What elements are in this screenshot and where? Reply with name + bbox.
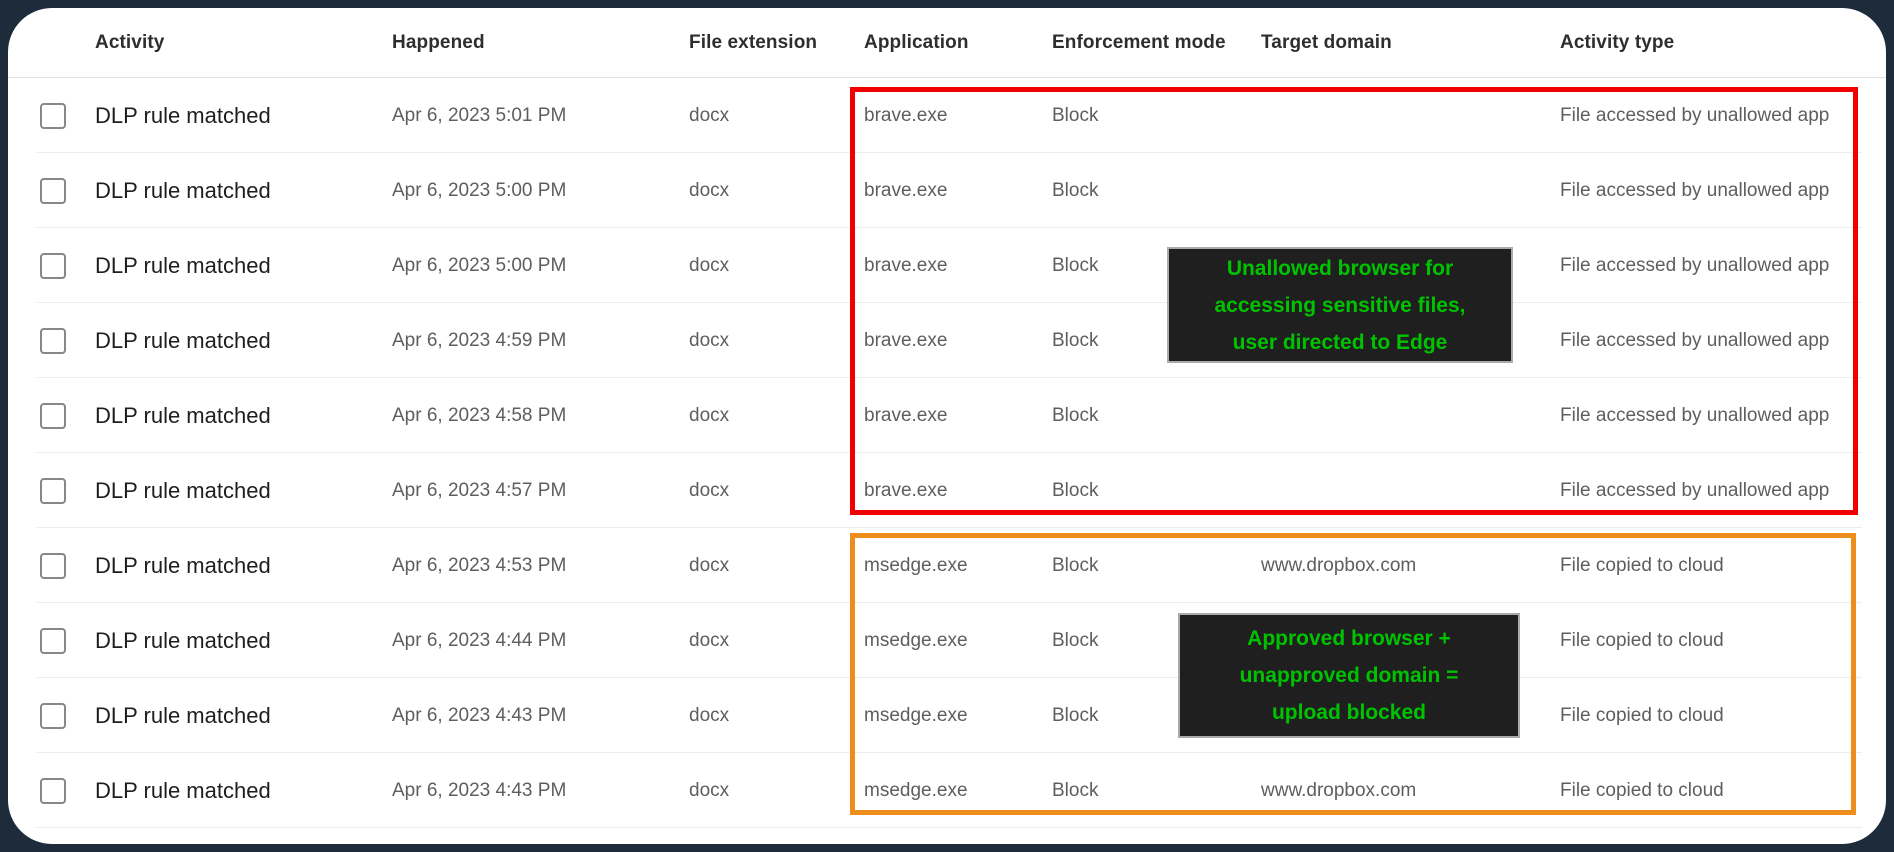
cell-happened: Apr 6, 2023 5:00 PM (392, 179, 567, 201)
cell-happened: Apr 6, 2023 4:44 PM (392, 629, 567, 651)
cell-application: brave.exe (864, 179, 948, 201)
cell-activity: DLP rule matched (95, 552, 271, 578)
cell-application: brave.exe (864, 404, 948, 426)
row-checkbox[interactable] (40, 402, 66, 429)
table-row[interactable]: DLP rule matched Apr 6, 2023 4:44 PM doc… (8, 603, 1886, 678)
cell-activity-type: File accessed by unallowed app (1560, 404, 1830, 426)
cell-activity-type: File copied to cloud (1560, 554, 1724, 576)
cell-activity-type: File copied to cloud (1560, 704, 1724, 726)
cell-activity-type: File accessed by unallowed app (1560, 104, 1830, 126)
cell-enforcement-mode: Block (1052, 704, 1099, 726)
cell-file-extension: docx (689, 104, 730, 126)
cell-file-extension: docx (689, 704, 730, 726)
cell-activity-type: File accessed by unallowed app (1560, 179, 1830, 201)
row-checkbox[interactable] (40, 327, 66, 354)
column-header-activity-type[interactable]: Activity type (1560, 31, 1675, 53)
column-header-file-extension[interactable]: File extension (689, 31, 818, 53)
cell-application: brave.exe (864, 479, 948, 501)
column-header-happened[interactable]: Happened (392, 31, 485, 53)
cell-activity: DLP rule matched (95, 327, 271, 353)
cell-application: brave.exe (864, 104, 948, 126)
cell-enforcement-mode: Block (1052, 479, 1099, 501)
cell-application: brave.exe (864, 329, 948, 351)
cell-activity-type: File copied to cloud (1560, 629, 1724, 651)
row-checkbox[interactable] (40, 777, 66, 804)
cell-enforcement-mode: Block (1052, 554, 1099, 576)
cell-target-domain: www.dropbox.com (1261, 779, 1417, 801)
cell-file-extension: docx (689, 329, 730, 351)
cell-activity: DLP rule matched (95, 402, 271, 428)
table-row[interactable]: DLP rule matched Apr 6, 2023 5:00 PM doc… (8, 153, 1886, 228)
row-checkbox[interactable] (40, 477, 66, 504)
cell-activity: DLP rule matched (95, 177, 271, 203)
cell-activity-type: File copied to cloud (1560, 779, 1724, 801)
table-row[interactable]: DLP rule matched Apr 6, 2023 4:59 PM doc… (8, 303, 1886, 378)
cell-file-extension: docx (689, 479, 730, 501)
table-row[interactable]: DLP rule matched Apr 6, 2023 4:57 PM doc… (8, 453, 1886, 528)
table-body: DLP rule matched Apr 6, 2023 5:01 PM doc… (8, 78, 1886, 828)
cell-application: msedge.exe (864, 779, 968, 801)
cell-file-extension: docx (689, 179, 730, 201)
row-checkbox[interactable] (40, 102, 66, 129)
cell-activity-type: File accessed by unallowed app (1560, 329, 1830, 351)
cell-happened: Apr 6, 2023 4:43 PM (392, 704, 567, 726)
cell-happened: Apr 6, 2023 5:01 PM (392, 104, 567, 126)
cell-enforcement-mode: Block (1052, 104, 1099, 126)
cell-enforcement-mode: Block (1052, 779, 1099, 801)
cell-happened: Apr 6, 2023 4:57 PM (392, 479, 567, 501)
cell-activity: DLP rule matched (95, 777, 271, 803)
column-header-application[interactable]: Application (864, 31, 969, 53)
cell-activity: DLP rule matched (95, 702, 271, 728)
cell-enforcement-mode: Block (1052, 629, 1099, 651)
cell-application: msedge.exe (864, 554, 968, 576)
cell-enforcement-mode: Block (1052, 404, 1099, 426)
cell-file-extension: docx (689, 779, 730, 801)
table-header-row: Activity Happened File extension Applica… (8, 8, 1886, 78)
table-row[interactable]: DLP rule matched Apr 6, 2023 5:01 PM doc… (8, 78, 1886, 153)
row-checkbox[interactable] (40, 177, 66, 204)
cell-happened: Apr 6, 2023 4:59 PM (392, 329, 567, 351)
cell-activity: DLP rule matched (95, 102, 271, 128)
cell-happened: Apr 6, 2023 4:43 PM (392, 779, 567, 801)
cell-enforcement-mode: Block (1052, 179, 1099, 201)
row-checkbox[interactable] (40, 702, 66, 729)
cell-file-extension: docx (689, 629, 730, 651)
activity-table-card: Activity Happened File extension Applica… (8, 8, 1886, 844)
row-checkbox[interactable] (40, 552, 66, 579)
table-row[interactable]: DLP rule matched Apr 6, 2023 4:43 PM doc… (8, 678, 1886, 753)
column-header-target-domain[interactable]: Target domain (1261, 31, 1392, 53)
cell-happened: Apr 6, 2023 4:58 PM (392, 404, 567, 426)
cell-happened: Apr 6, 2023 4:53 PM (392, 554, 567, 576)
row-checkbox[interactable] (40, 627, 66, 654)
cell-activity-type: File accessed by unallowed app (1560, 254, 1830, 276)
cell-target-domain: www.dropbox.com (1261, 554, 1417, 576)
cell-activity: DLP rule matched (95, 252, 271, 278)
column-header-enforcement-mode[interactable]: Enforcement mode (1052, 31, 1226, 53)
cell-file-extension: docx (689, 404, 730, 426)
cell-enforcement-mode: Block (1052, 329, 1099, 351)
cell-enforcement-mode: Block (1052, 254, 1099, 276)
row-checkbox[interactable] (40, 252, 66, 279)
cell-application: brave.exe (864, 254, 948, 276)
cell-file-extension: docx (689, 254, 730, 276)
cell-activity: DLP rule matched (95, 477, 271, 503)
table-row[interactable]: DLP rule matched Apr 6, 2023 4:58 PM doc… (8, 378, 1886, 453)
column-header-activity[interactable]: Activity (95, 31, 165, 53)
cell-activity: DLP rule matched (95, 627, 271, 653)
table-row[interactable]: DLP rule matched Apr 6, 2023 4:53 PM doc… (8, 528, 1886, 603)
cell-application: msedge.exe (864, 629, 968, 651)
table-row[interactable]: DLP rule matched Apr 6, 2023 5:00 PM doc… (8, 228, 1886, 303)
cell-happened: Apr 6, 2023 5:00 PM (392, 254, 567, 276)
cell-file-extension: docx (689, 554, 730, 576)
table-row[interactable]: DLP rule matched Apr 6, 2023 4:43 PM doc… (8, 753, 1886, 828)
cell-activity-type: File accessed by unallowed app (1560, 479, 1830, 501)
cell-application: msedge.exe (864, 704, 968, 726)
